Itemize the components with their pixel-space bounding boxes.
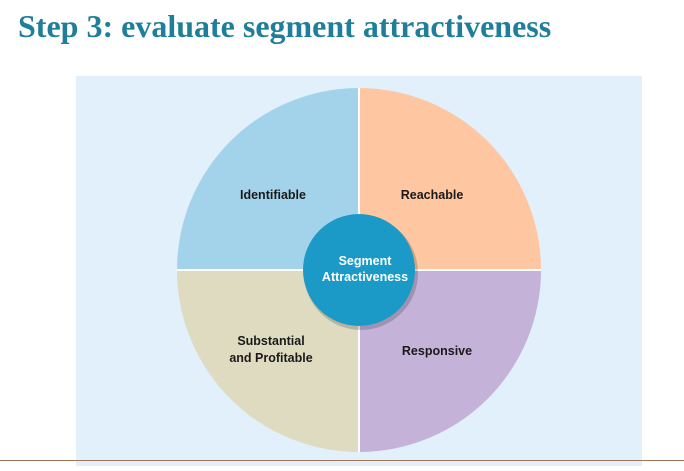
footer-divider [0, 460, 684, 461]
label-and-profitable: and Profitable [229, 351, 312, 365]
label-substantial: Substantial [237, 334, 304, 348]
quadrant-top-left-identifiable [177, 88, 359, 270]
label-responsive: Responsive [402, 344, 472, 358]
center-label-attractiveness: Attractiveness [322, 270, 408, 284]
quadrant-bottom-left-substantial [177, 270, 359, 452]
center-label-segment: Segment [339, 254, 393, 268]
label-reachable: Reachable [401, 188, 464, 202]
center-circle-segment-attractiveness [303, 214, 415, 326]
slide-title: Step 3: evaluate segment attractiveness [18, 8, 552, 44]
quadrant-bottom-right-responsive [359, 270, 541, 452]
quadrant-top-right-reachable [359, 88, 541, 270]
label-identifiable: Identifiable [240, 188, 306, 202]
diagram-panel: Identifiable Reachable Substantial and P… [76, 76, 642, 466]
segment-attractiveness-diagram: Identifiable Reachable Substantial and P… [177, 88, 541, 452]
